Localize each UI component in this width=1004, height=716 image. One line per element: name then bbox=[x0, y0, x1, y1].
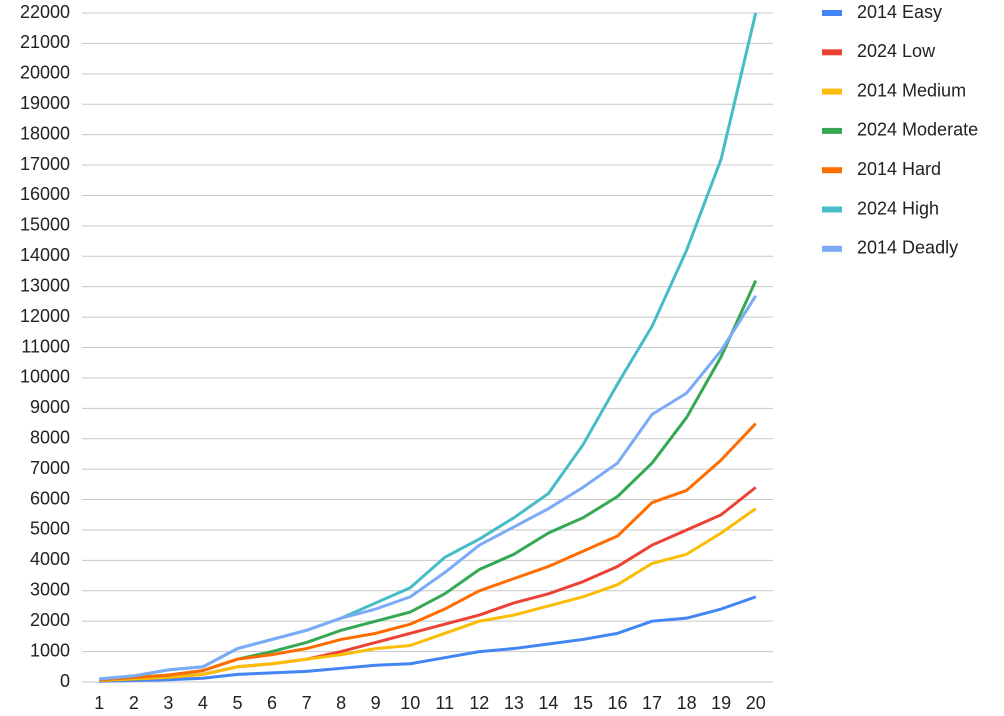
legend-swatch bbox=[822, 167, 842, 174]
legend-label: 2014 Medium bbox=[857, 80, 966, 100]
legend-label: 2024 Moderate bbox=[857, 120, 978, 140]
series-line bbox=[99, 295, 757, 681]
x-tick-label: 6 bbox=[267, 693, 277, 713]
y-tick-label: 20000 bbox=[20, 63, 70, 83]
y-tick-label: 4000 bbox=[30, 549, 70, 569]
series-line bbox=[99, 12, 758, 681]
y-tick-label: 7000 bbox=[30, 458, 70, 478]
legend-label: 2014 Hard bbox=[857, 159, 941, 179]
x-tick-label: 17 bbox=[642, 693, 662, 713]
y-tick-label: 8000 bbox=[30, 427, 70, 447]
legend-swatch bbox=[822, 10, 842, 16]
y-tick-label: 3000 bbox=[30, 580, 70, 600]
legend-swatch bbox=[822, 127, 842, 134]
legend-swatch bbox=[822, 206, 842, 213]
y-tick-label: 19000 bbox=[20, 93, 70, 113]
y-tick-label: 2000 bbox=[30, 610, 70, 630]
legend-swatch bbox=[822, 245, 842, 252]
y-tick-label: 10000 bbox=[20, 367, 70, 387]
legend-label: 2014 Deadly bbox=[857, 238, 958, 258]
legend-label: 2014 Easy bbox=[857, 2, 942, 22]
y-tick-label: 1000 bbox=[30, 640, 70, 660]
series-line bbox=[99, 507, 757, 682]
y-tick-label: 9000 bbox=[30, 397, 70, 417]
y-tick-label: 16000 bbox=[20, 184, 70, 204]
legend-swatch bbox=[822, 49, 842, 56]
y-tick-label: 11000 bbox=[21, 336, 70, 356]
legend-swatch bbox=[822, 88, 842, 95]
y-tick-label: 13000 bbox=[20, 275, 70, 295]
y-tick-label: 21000 bbox=[20, 32, 70, 52]
series-line bbox=[99, 422, 757, 682]
y-tick-label: 5000 bbox=[30, 519, 70, 539]
x-tick-label: 3 bbox=[163, 693, 173, 713]
x-tick-label: 8 bbox=[336, 693, 346, 713]
y-tick-label: 17000 bbox=[20, 154, 70, 174]
y-tick-label: 18000 bbox=[20, 123, 70, 143]
legend-label: 2024 Low bbox=[857, 41, 936, 61]
y-tick-label: 6000 bbox=[30, 488, 70, 508]
x-tick-label: 4 bbox=[198, 693, 208, 713]
x-tick-label: 19 bbox=[711, 693, 731, 713]
x-tick-label: 9 bbox=[371, 693, 381, 713]
legend-label: 2024 High bbox=[857, 198, 939, 218]
x-tick-label: 5 bbox=[232, 693, 242, 713]
y-tick-label: 15000 bbox=[20, 215, 70, 235]
x-tick-label: 7 bbox=[302, 693, 312, 713]
y-tick-label: 0 bbox=[60, 671, 70, 691]
y-tick-label: 22000 bbox=[20, 2, 70, 22]
x-tick-label: 10 bbox=[400, 693, 420, 713]
x-tick-label: 16 bbox=[608, 693, 628, 713]
y-tick-label: 14000 bbox=[20, 245, 70, 265]
x-tick-label: 2 bbox=[129, 693, 139, 713]
x-tick-label: 1 bbox=[94, 693, 104, 713]
series-line bbox=[99, 595, 757, 683]
x-tick-label: 11 bbox=[435, 693, 454, 713]
x-tick-label: 12 bbox=[469, 693, 489, 713]
x-tick-label: 15 bbox=[573, 693, 593, 713]
x-tick-label: 14 bbox=[538, 693, 558, 713]
x-tick-label: 13 bbox=[504, 693, 524, 713]
y-tick-label: 12000 bbox=[20, 306, 70, 326]
x-tick-label: 18 bbox=[677, 693, 697, 713]
x-tick-label: 20 bbox=[746, 693, 766, 713]
